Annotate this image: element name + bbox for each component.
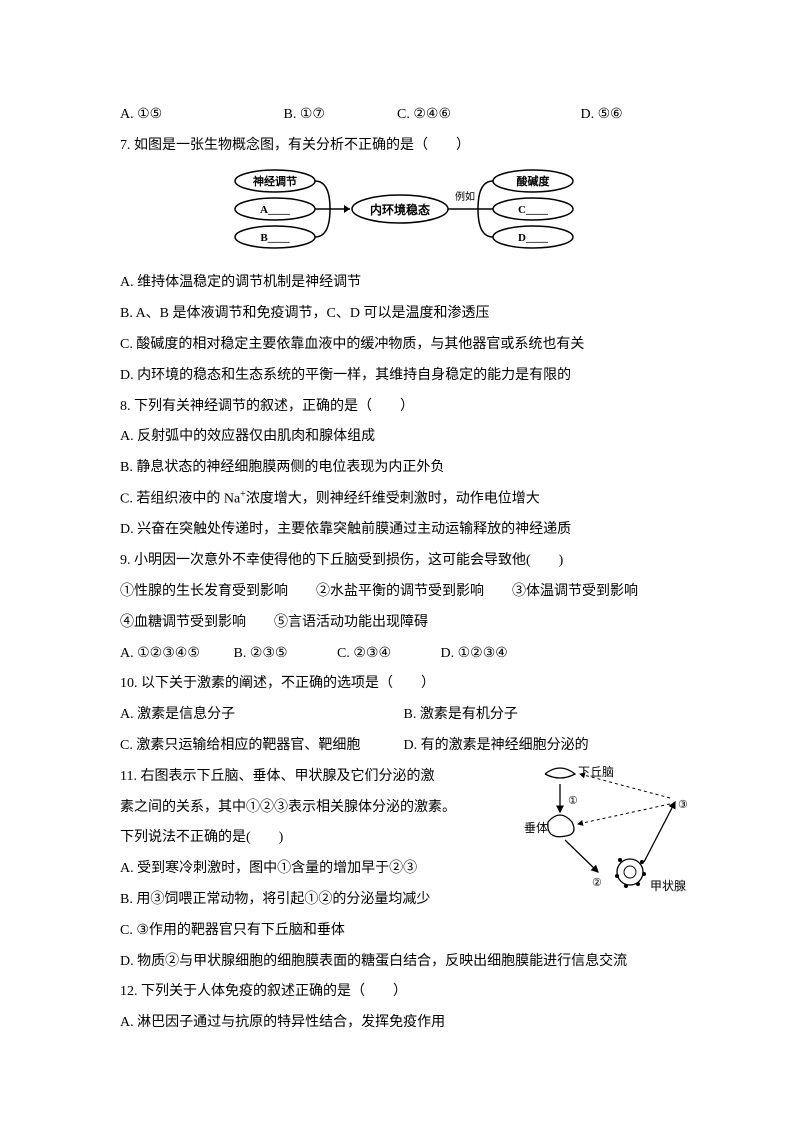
q6-opt-a: A. ①⑤	[120, 100, 280, 131]
q8-opt-a: A. 反射弧中的效应器仅由肌肉和腺体组成	[120, 422, 680, 453]
fig-n3: ③	[678, 799, 688, 811]
d-left-top: 神经调节	[253, 174, 297, 188]
q11-block: 下丘脑 ① 垂体 ② 甲状腺 ③ 1	[120, 762, 680, 916]
q12-opt-a: A. 淋巴因子通过与抗原的特异性结合，发挥免疫作用	[120, 1008, 680, 1039]
q10-row1: A. 激素是信息分子 B. 激素是有机分子	[120, 700, 680, 731]
q11-figure: 下丘脑 ① 垂体 ② 甲状腺 ③	[520, 762, 700, 892]
q8-stem: 8. 下列有关神经调节的叙述，正确的是（ ）	[120, 392, 680, 423]
q9-line3: ④血糖调节受到影响 ⑤言语活动功能出现障碍	[120, 608, 680, 639]
q9-opt-b: B. ②③⑤	[234, 639, 334, 670]
d-right-top: 酸碱度	[517, 174, 551, 188]
fig-n2: ②	[592, 877, 602, 889]
fig-hypo: 下丘脑	[578, 765, 614, 779]
q6-opt-d: D. ⑤⑥	[581, 100, 623, 131]
q11-opt-c: C. ③作用的靶器官只有下丘脑和垂体	[120, 916, 680, 947]
fig-n1: ①	[568, 795, 578, 807]
fig-pit: 垂体	[524, 821, 548, 835]
d-left-mid: A____	[260, 204, 290, 216]
q9-opt-c: C. ②③④	[337, 639, 437, 670]
q7-opt-c: C. 酸碱度的相对稳定主要依靠血液中的缓冲物质，与其他器官或系统也有关	[120, 330, 680, 361]
q10-opt-a: A. 激素是信息分子	[120, 700, 400, 731]
d-example: 例如	[455, 190, 475, 203]
q8-opt-b: B. 静息状态的神经细胞膜两侧的电位表现为内正外负	[120, 453, 680, 484]
q9-opt-d: D. ①②③④	[441, 639, 571, 670]
q9-stem: 9. 小明因一次意外不幸使得他的下丘脑受到损伤，这可能会导致他( )	[120, 546, 680, 577]
q10-opt-b: B. 激素是有机分子	[404, 707, 518, 722]
q7-opt-b: B. A、B 是体液调节和免疫调节，C、D 可以是温度和渗透压	[120, 299, 680, 330]
q8-opt-c: C. 若组织液中的 Na+浓度增大，则神经纤维受刺激时，动作电位增大	[120, 484, 680, 515]
d-center: 内环境稳态	[370, 202, 430, 217]
q10-stem: 10. 以下关于激素的阐述，不正确的选项是（ ）	[120, 669, 680, 700]
q12-stem: 12. 下列关于人体免疫的叙述正确的是（ ）	[120, 977, 680, 1008]
exam-page: A. ①⑤ B. ①⑦ C. ②④⑥ D. ⑤⑥ 7. 如图是一张生物概念图，有…	[0, 0, 800, 1099]
d-right-mid: C____	[518, 204, 548, 216]
d-left-bot: B____	[260, 232, 290, 244]
q7-diagram: 神经调节 A____ B____ 内环境稳态 例如 酸碱度 C____ D___…	[120, 166, 680, 265]
q10-row2: C. 激素只运输给相应的靶器官、靶细胞 D. 有的激素是神经细胞分泌的	[120, 731, 680, 762]
q7-opt-d: D. 内环境的稳态和生态系统的平衡一样，其维持自身稳定的能力是有限的	[120, 361, 680, 392]
q6-options: A. ①⑤ B. ①⑦ C. ②④⑥ D. ⑤⑥	[120, 100, 680, 131]
q9-options: A. ①②③④⑤ B. ②③⑤ C. ②③④ D. ①②③④	[120, 639, 680, 670]
d-right-bot: D____	[518, 232, 548, 244]
q10-opt-c: C. 激素只运输给相应的靶器官、靶细胞	[120, 731, 400, 762]
q9-line2: ①性腺的生长发育受到影响 ②水盐平衡的调节受到影响 ③体温调节受到影响	[120, 577, 680, 608]
q8-opt-d: D. 兴奋在突触处传递时，主要依靠突触前膜通过主动运输释放的神经递质	[120, 515, 680, 546]
q11-opt-d: D. 物质②与甲状腺细胞的细胞膜表面的糖蛋白结合，反映出细胞膜能进行信息交流	[120, 947, 680, 978]
q6-opt-c: C. ②④⑥	[397, 100, 577, 131]
q7-opt-a: A. 维持体温稳定的调节机制是神经调节	[120, 268, 680, 299]
q7-stem: 7. 如图是一张生物概念图，有关分析不正确的是（ ）	[120, 131, 680, 162]
q6-opt-b: B. ①⑦	[284, 100, 394, 131]
q9-opt-a: A. ①②③④⑤	[120, 639, 230, 670]
fig-thy: 甲状腺	[650, 879, 686, 893]
q10-opt-d: D. 有的激素是神经细胞分泌的	[404, 738, 589, 753]
